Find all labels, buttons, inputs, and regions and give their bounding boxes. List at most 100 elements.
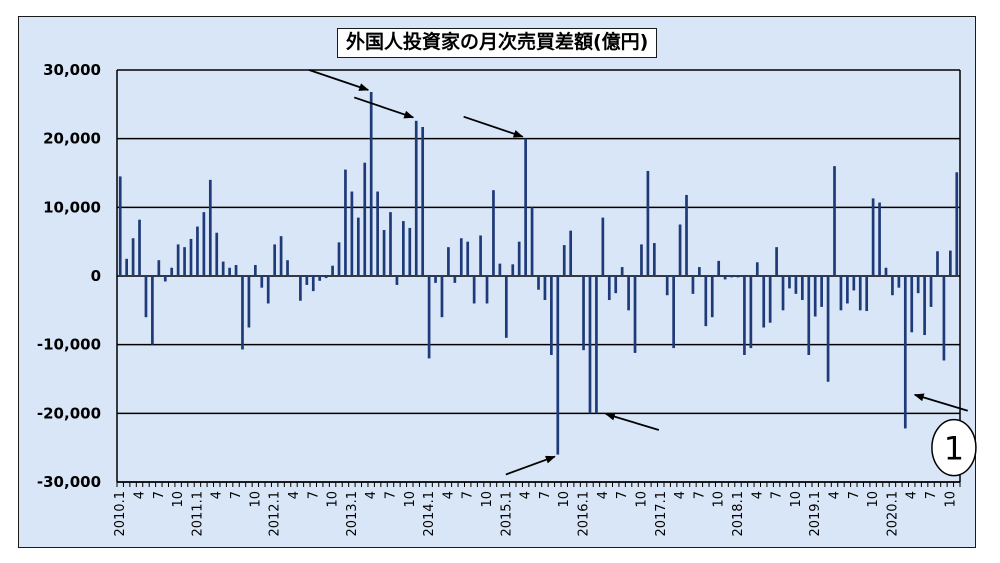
bar xyxy=(118,176,122,276)
annotation-arrow xyxy=(353,96,415,119)
bar xyxy=(254,265,257,276)
y-tick-label: -20,000 xyxy=(37,404,101,422)
bar xyxy=(369,91,373,276)
bar xyxy=(427,276,431,359)
bar xyxy=(595,276,598,414)
x-tick-label: 7 xyxy=(692,491,707,499)
x-tick-label: 7 xyxy=(538,491,553,499)
bar xyxy=(916,276,920,294)
bar xyxy=(665,276,669,296)
bar xyxy=(704,276,708,327)
x-tick-label: 7 xyxy=(229,491,244,499)
x-tick-label: 4 xyxy=(210,491,225,499)
bar xyxy=(466,241,470,276)
bar xyxy=(382,229,386,276)
bar xyxy=(337,242,341,276)
x-tick-labels: 2010.1 4 7 10 2011.1 4 7 10 2012.1 4 7 10 2013.1 4 7 10… xyxy=(113,491,958,537)
bar xyxy=(891,276,894,296)
bar xyxy=(929,276,933,307)
bar xyxy=(408,227,412,276)
bar xyxy=(646,170,650,276)
bar xyxy=(582,276,585,351)
bar xyxy=(163,276,167,282)
bar xyxy=(569,230,573,276)
bar xyxy=(543,276,547,301)
chart-frame: 30,000 20,000 10,000 0 -10,000 -20,000 -30,000… xyxy=(18,16,977,548)
bar xyxy=(459,238,463,276)
bar xyxy=(871,198,875,276)
bar xyxy=(318,276,322,281)
x-tick-label: 4 xyxy=(519,491,534,499)
bar xyxy=(852,276,856,291)
annotation-circle-label: 1 xyxy=(944,430,964,468)
bar xyxy=(839,276,843,311)
bar xyxy=(363,162,367,276)
x-tick-label: 2011.1 xyxy=(190,491,205,537)
bar xyxy=(858,276,862,311)
bar xyxy=(453,276,457,283)
x-tick-label: 7 xyxy=(461,491,476,499)
x-tick-label: 10 xyxy=(326,491,341,508)
x-tick-label: 2013.1 xyxy=(345,491,360,537)
bar xyxy=(447,247,450,276)
x-tick-label: 10 xyxy=(171,491,186,508)
x-tick-label: 10 xyxy=(557,491,572,508)
bar xyxy=(878,202,881,276)
annotation-arrow xyxy=(463,115,524,138)
bar xyxy=(228,267,231,276)
bar xyxy=(395,276,399,285)
bar xyxy=(903,276,907,429)
bar xyxy=(691,276,695,294)
x-tick-label: 2017.1 xyxy=(654,491,669,537)
annotation-arrow xyxy=(604,412,660,431)
bar xyxy=(678,224,682,276)
x-tick-label: 4 xyxy=(828,491,843,499)
x-tick-label: 10 xyxy=(248,491,263,508)
bar xyxy=(833,166,836,276)
bar xyxy=(588,276,592,414)
bar xyxy=(762,276,766,328)
x-tick-label: 4 xyxy=(364,491,379,499)
bar xyxy=(800,276,804,301)
bar xyxy=(402,221,405,276)
bar xyxy=(344,169,347,276)
bar xyxy=(620,267,624,276)
bar xyxy=(556,276,560,455)
bar xyxy=(440,276,444,318)
x-tick-label: 2012.1 xyxy=(268,491,283,537)
bar xyxy=(131,238,135,276)
bar xyxy=(208,179,212,276)
x-tick-label: 4 xyxy=(905,491,920,499)
bar xyxy=(807,276,811,355)
x-tick-label: 7 xyxy=(770,491,785,499)
bar xyxy=(884,267,888,276)
bar xyxy=(138,219,141,276)
bar xyxy=(607,276,611,301)
y-tick-label: 0 xyxy=(91,267,101,285)
bar xyxy=(775,247,778,276)
bar xyxy=(305,276,309,285)
chart-title: 外国人投資家の月次売買差額(億円) xyxy=(337,28,658,58)
x-tick-label: 7 xyxy=(306,491,321,499)
annotations: 1 xyxy=(308,69,977,477)
x-tick-label: 7 xyxy=(383,491,398,499)
bar xyxy=(530,207,534,276)
bar xyxy=(144,276,148,318)
bar xyxy=(299,276,302,301)
bar xyxy=(627,276,630,311)
bar xyxy=(189,238,193,276)
bar xyxy=(846,276,849,304)
bar xyxy=(562,245,566,276)
x-tick-label: 10 xyxy=(480,491,495,508)
x-tick-label: 2014.1 xyxy=(422,491,437,537)
bar xyxy=(550,276,553,355)
bar xyxy=(389,212,392,276)
bar xyxy=(865,276,869,312)
y-tick-label: -10,000 xyxy=(37,336,101,354)
bar xyxy=(923,276,926,336)
bar xyxy=(331,265,334,276)
y-tick-label: 10,000 xyxy=(43,198,101,216)
bar xyxy=(897,276,901,288)
bar xyxy=(640,244,643,276)
bar xyxy=(743,276,746,355)
